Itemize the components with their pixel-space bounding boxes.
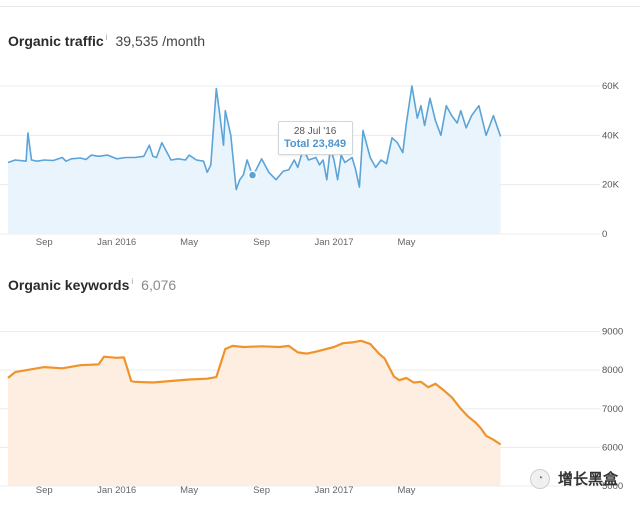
x-tick-label: Sep (36, 237, 53, 248)
watermark-logo-icon: ◔ (530, 468, 550, 489)
x-tick-label: Sep (36, 485, 53, 496)
keywords-info-icon[interactable]: i (131, 277, 134, 286)
tooltip-total: Total 23,849 (284, 138, 347, 150)
x-tick-label: Sep (253, 237, 270, 248)
series-area (8, 340, 501, 486)
traffic-value: 39,535 /month (115, 33, 205, 49)
series-line (7, 85, 502, 191)
series-line (7, 339, 502, 446)
y-tick-label: 8000 (602, 365, 623, 376)
y-tick-label: 40K (602, 130, 620, 141)
keywords-chart[interactable]: 9000 8000 7000 6000 5000 Sep Jan 2016 May Sep Jan… (0, 310, 640, 500)
keywords-title: Organic keywords (8, 277, 130, 293)
x-tick-label: May (180, 237, 198, 248)
keywords-header: Organic keywords i 6,076 (8, 277, 176, 293)
watermark: ◔ 增长黑盒 (530, 468, 618, 489)
y-tick-label: 9000 (602, 327, 623, 338)
y-tick-label: 5000 (602, 481, 623, 492)
series-area (8, 86, 501, 234)
watermark-text: 增长黑盒 (558, 471, 619, 488)
x-tick-label: May (180, 485, 198, 496)
traffic-tooltip: 28 Jul '16 Total 23,849 (278, 121, 354, 155)
y-tick-label: 7000 (602, 404, 623, 415)
x-tick-label: Jan 2017 (314, 485, 353, 496)
x-tick-label: Sep (253, 485, 270, 496)
y-tick-label: 0 (602, 229, 607, 240)
tooltip-date: 28 Jul '16 (293, 126, 337, 137)
traffic-title: Organic traffic (8, 33, 104, 49)
y-tick-label: 6000 (602, 442, 623, 453)
y-tick-label: 60K (602, 81, 620, 92)
x-tick-label: May (397, 485, 415, 496)
x-tick-label: May (397, 237, 415, 248)
hover-point (247, 170, 258, 180)
keywords-value: 6,076 (141, 277, 177, 293)
traffic-chart[interactable]: 60K 40K 20K 0 Sep Jan 2016 May Sep Jan 2017 May (0, 70, 640, 250)
traffic-header: Organic traffic i 39,535 /month (8, 33, 205, 49)
x-tick-label: Jan 2017 (314, 237, 353, 248)
top-divider (0, 6, 640, 7)
y-tick-label: 20K (602, 180, 620, 191)
x-tick-label: Jan 2016 (97, 237, 136, 248)
x-tick-label: Jan 2016 (97, 485, 136, 496)
traffic-info-icon[interactable]: i (105, 33, 108, 42)
